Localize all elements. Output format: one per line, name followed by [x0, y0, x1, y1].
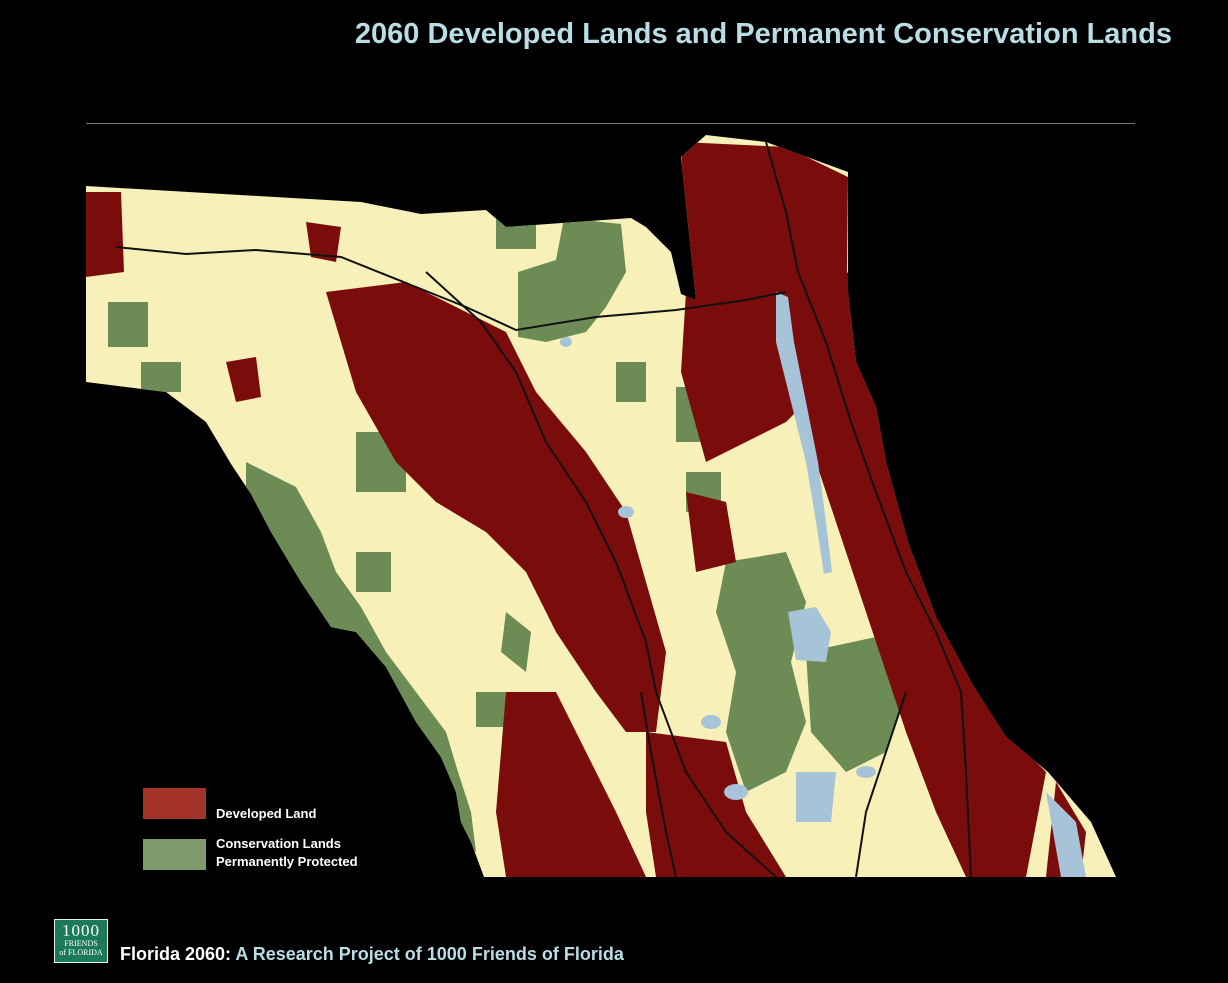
footer-prefix: Florida 2060:: [120, 944, 232, 964]
developed-lands: [86, 142, 1086, 877]
conservation-lands-label: Conservation Lands Permanently Protected: [216, 836, 358, 869]
highways: [115, 141, 972, 877]
developed-land-label: Developed Land: [216, 806, 317, 821]
water-bodies: [560, 292, 1086, 877]
title-divider: [86, 123, 1135, 124]
footer-text: A Research Project of 1000 Friends of Fl…: [231, 944, 624, 964]
developed-land-swatch: [143, 788, 206, 819]
footer-caption: Florida 2060: A Research Project of 1000…: [120, 944, 624, 965]
conservation-lands-swatch: [143, 839, 206, 870]
map-legend: Developed Land Conservation Lands Perman…: [143, 788, 443, 878]
page-title: 2060 Developed Lands and Permanent Conse…: [354, 18, 1172, 50]
florida-map: [86, 135, 1116, 877]
friends-of-florida-logo: 1000 FRIENDS of FLORIDA: [54, 919, 108, 963]
